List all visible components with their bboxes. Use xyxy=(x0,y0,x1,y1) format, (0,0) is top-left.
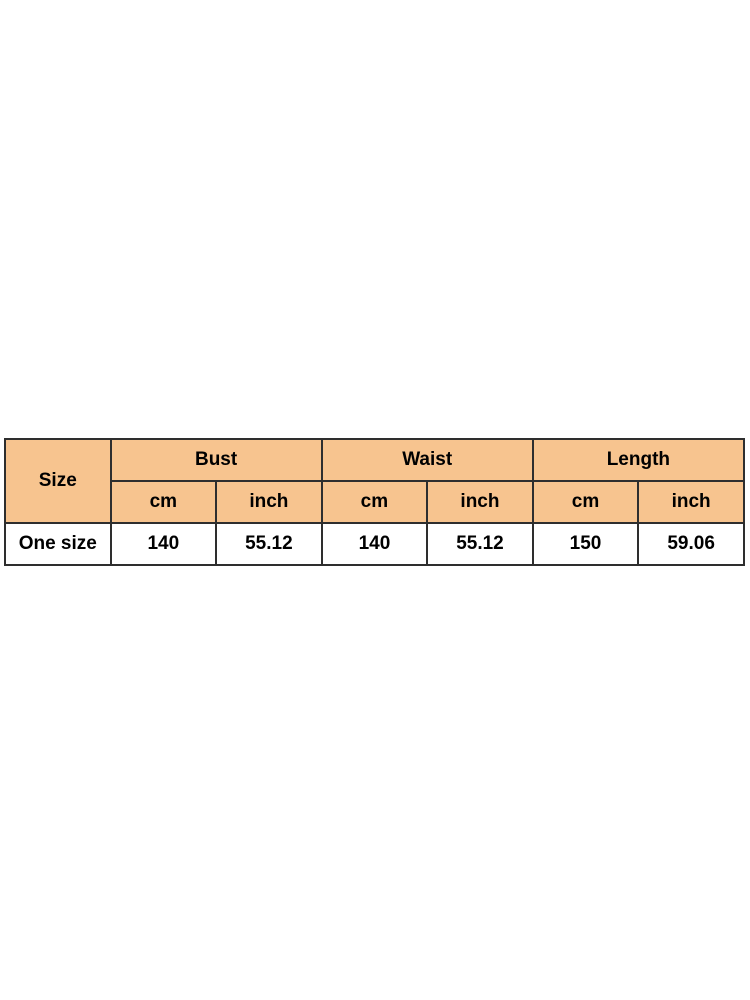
data-cell-waist-inch: 55.12 xyxy=(426,522,534,566)
unit-cell-waist-inch: inch xyxy=(426,480,534,524)
unit-cell-bust-cm: cm xyxy=(109,480,218,524)
size-chart-table: Size Bust Waist Length cm inch cm inch c… xyxy=(4,438,746,566)
header-row-groups: Size Bust Waist Length xyxy=(4,438,746,524)
data-cell-waist-cm: 140 xyxy=(320,522,429,566)
header-cell-bust: Bust xyxy=(109,438,323,482)
unit-cell-bust-inch: inch xyxy=(215,480,323,524)
unit-cell-length-cm: cm xyxy=(531,480,640,524)
header-cell-waist: Waist xyxy=(320,438,534,482)
unit-cell-length-inch: inch xyxy=(637,480,745,524)
data-cell-bust-cm: 140 xyxy=(109,522,218,566)
data-cell-length-cm: 150 xyxy=(531,522,640,566)
data-cell-bust-inch: 55.12 xyxy=(215,522,323,566)
header-row-units: cm inch cm inch cm inch xyxy=(5,480,745,524)
data-cell-length-inch: 59.06 xyxy=(637,522,745,566)
header-cell-length: Length xyxy=(531,438,746,482)
data-cell-size: One size xyxy=(4,522,112,566)
unit-cell-waist-cm: cm xyxy=(320,480,429,524)
table-row: One size 140 55.12 140 55.12 150 59.06 xyxy=(4,522,745,566)
header-cell-size: Size xyxy=(4,438,112,524)
